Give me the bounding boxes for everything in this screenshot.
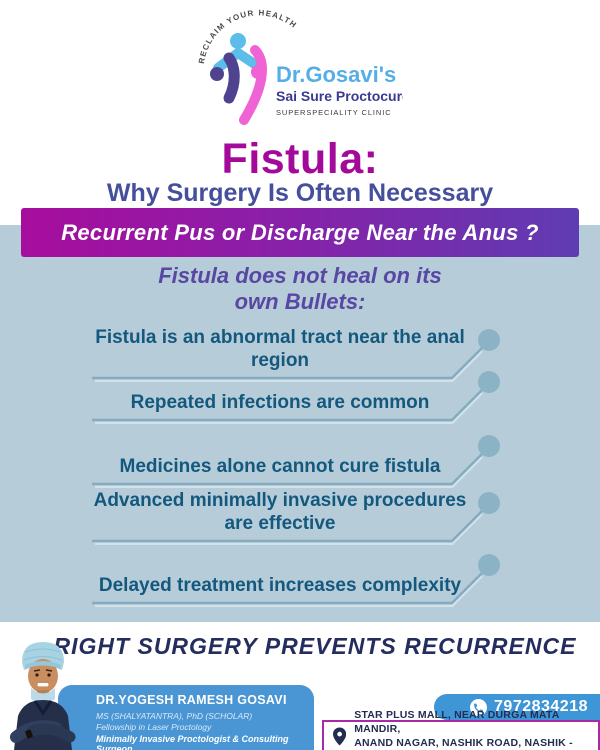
doctor-qualification: MS (SHALYATANTRA), PhD (SCHOLAR) xyxy=(96,711,253,721)
phone-number: 7972834218 xyxy=(494,698,588,715)
bullet-connector-icon xyxy=(92,329,500,382)
doctor-photo xyxy=(10,642,76,750)
clinic-logo: RECLAIM YOUR HEALTH Dr.Gosavi's Sai Sure… xyxy=(0,6,600,126)
doctor-name: DR.YOGESH RAMESH GOSAVI xyxy=(96,693,287,707)
phone-icon xyxy=(470,698,488,716)
logo-clinic-name: Sai Sure Proctocure xyxy=(276,88,403,104)
question-banner-text: Recurrent Pus or Discharge Near the Anus… xyxy=(61,219,539,245)
logo-graphic: RECLAIM YOUR HEALTH Dr.Gosavi's Sai Sure… xyxy=(198,8,403,125)
section-heading-text: Fistula does not heal on its own Bullets… xyxy=(158,263,442,314)
bullet-item: Repeated infections are common xyxy=(0,368,600,424)
location-pin-icon xyxy=(333,727,347,745)
bullet-text: Delayed treatment increases complexity xyxy=(98,574,462,596)
logo-clinic-tagline: SUPERSPECIALITY CLINIC xyxy=(276,108,392,117)
bullet-text: Medicines alone cannot cure fistula xyxy=(119,455,441,477)
bullet-connector-icon xyxy=(92,492,500,545)
bullet-connector-icon xyxy=(92,435,500,488)
footer-tagline: RIGHT SURGERY PREVENTS RECURRENCE xyxy=(53,633,577,659)
doctor-fellowship: Fellowship in Laser Proctology xyxy=(96,722,212,733)
bullet-item: Advanced minimally invasive procedures a… xyxy=(0,489,600,545)
address-line-2: ANAND NAGAR, NASHIK ROAD, NASHIK - 42210… xyxy=(354,737,573,749)
address-text: STAR PLUS MALL, NEAR DURGA MATA MANDIR, … xyxy=(354,708,598,750)
logo-figures-icon xyxy=(209,33,267,125)
doctor-designation: Minimally Invasive Proctologist & Consul… xyxy=(96,734,289,750)
page-title: Fistula: xyxy=(221,135,379,183)
bullet-text: Advanced minimally invasive procedures a… xyxy=(93,489,467,534)
bullet-text: Fistula is an abnormal tract near the an… xyxy=(95,326,465,371)
bullet-item: Fistula is an abnormal tract near the an… xyxy=(0,326,600,382)
bullet-connector-icon xyxy=(92,554,500,607)
phone-contact: 7972834218 xyxy=(434,694,600,720)
page-subtitle: Why Surgery Is Often Necessary xyxy=(106,179,494,207)
address-box: STAR PLUS MALL, NEAR DURGA MATA MANDIR, … xyxy=(322,709,600,750)
bullet-connector-icon xyxy=(92,371,500,424)
bullet-text: Repeated infections are common xyxy=(130,391,430,413)
logo-doctor-name: Dr.Gosavi's xyxy=(276,62,396,87)
bullet-item: Medicines alone cannot cure fistula xyxy=(0,432,600,488)
bullet-item: Delayed treatment increases complexity xyxy=(0,551,600,607)
section-heading: Fistula does not heal on its own Bullets… xyxy=(0,263,600,315)
doctor-credentials-panel: DR.YOGESH RAMESH GOSAVI MS (SHALYATANTRA… xyxy=(58,685,314,750)
address-line-1: STAR PLUS MALL, NEAR DURGA MATA MANDIR, xyxy=(354,708,560,735)
question-banner: Recurrent Pus or Discharge Near the Anus… xyxy=(21,208,579,257)
